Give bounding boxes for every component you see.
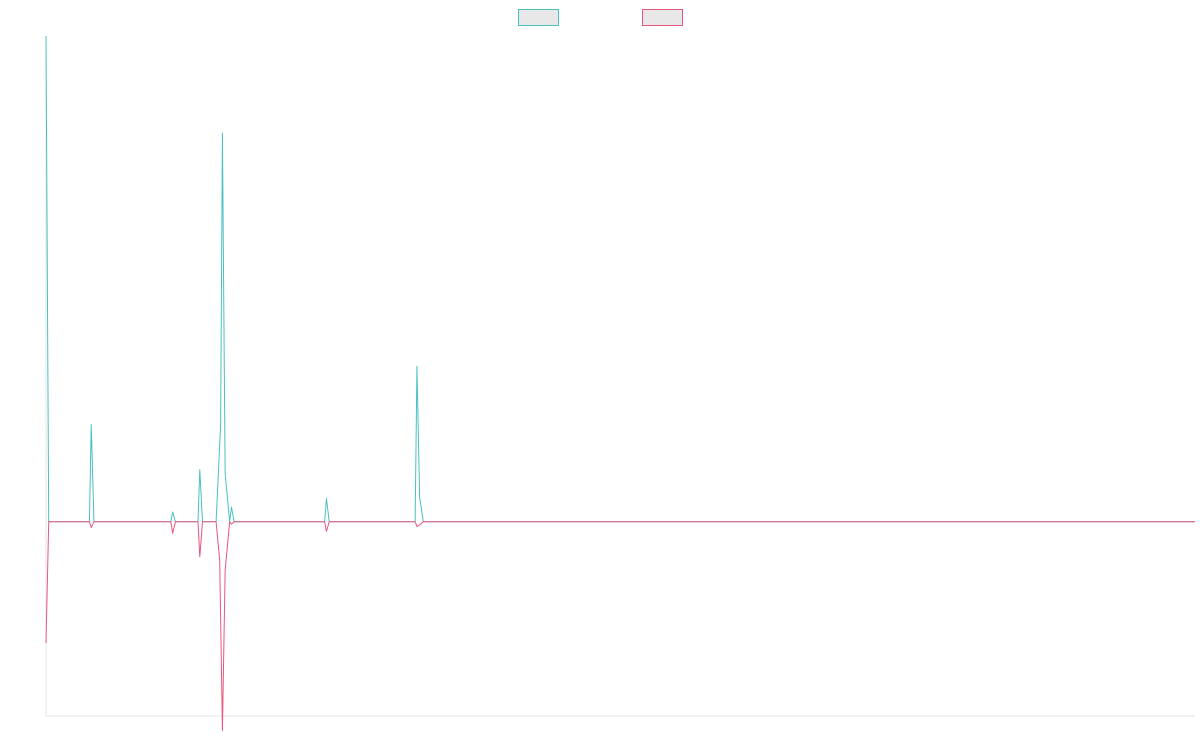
series-line-1 (45, 35, 1195, 523)
series-layer (45, 35, 1195, 732)
legend-swatch-1[interactable] (518, 9, 559, 26)
axes (45, 36, 1195, 717)
legend-swatch-2[interactable] (642, 9, 683, 26)
legend[interactable] (518, 9, 683, 26)
series-line-2 (45, 521, 1195, 732)
